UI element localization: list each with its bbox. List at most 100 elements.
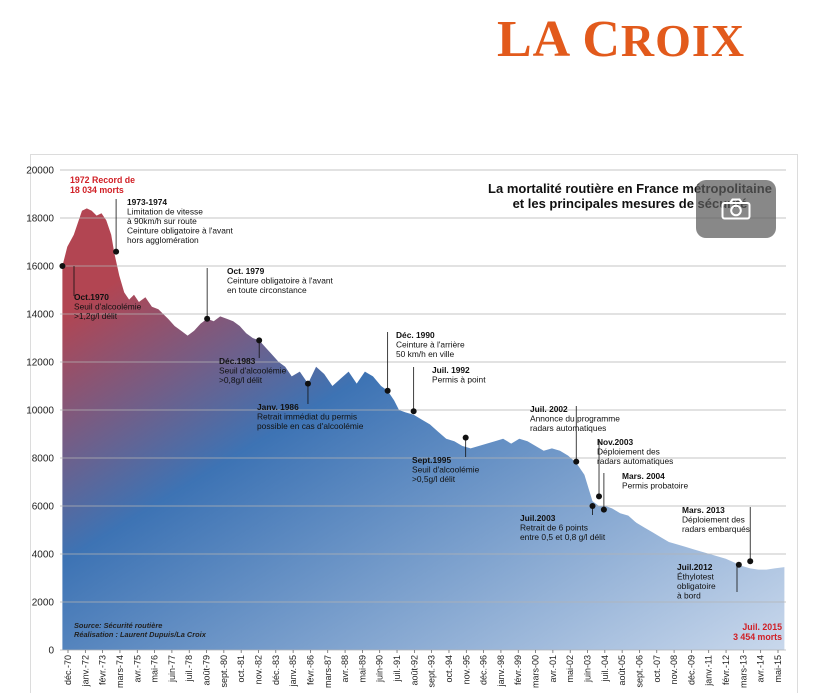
annotation-label: 50 km/h en ville xyxy=(396,349,455,359)
annotation-label: Oct.1970 xyxy=(74,292,109,302)
annotation-marker xyxy=(59,263,66,269)
x-tick-label: nov.-08 xyxy=(669,655,679,684)
annotation-label: Juil.2012 xyxy=(677,562,713,572)
annotation-label: Permis probatoire xyxy=(622,481,688,491)
x-tick-label: mars-87 xyxy=(323,655,333,688)
x-tick-label: oct.-07 xyxy=(652,655,662,683)
annotation-label: Annonce du programme xyxy=(530,414,620,424)
annotation-label: entre 0,5 et 0,8 g/l délit xyxy=(520,532,606,542)
annotation-label: Oct. 1979 xyxy=(227,266,265,276)
x-tick-label: avr.-88 xyxy=(340,655,350,683)
annotation-label: Retrait immédiat du permis xyxy=(257,412,357,422)
x-tick-label: mai-15 xyxy=(773,655,783,683)
y-tick-label: 2000 xyxy=(32,598,55,609)
annotation-label: Déploiement des xyxy=(597,447,660,457)
y-tick-label: 8000 xyxy=(32,454,55,465)
x-tick-label: oct.-94 xyxy=(444,655,454,683)
annotation-label: Janv. 1986 xyxy=(257,402,299,412)
y-tick-label: 20000 xyxy=(26,166,54,177)
source-note: Réalisation : Laurent Dupuis/La Croix xyxy=(74,630,207,639)
camera-button[interactable] xyxy=(696,180,776,238)
x-tick-label: févr.-12 xyxy=(721,655,731,685)
chart-title-line: et les principales mesures de sécurité xyxy=(513,196,748,211)
y-tick-label: 4000 xyxy=(32,550,55,561)
annotation-label: Juil. 2002 xyxy=(530,404,568,414)
annotation-label: Permis à point xyxy=(432,375,486,385)
x-tick-label: juil.-78 xyxy=(184,655,194,683)
annotation-label: >0,8g/l délit xyxy=(219,375,263,385)
annotation-label: radars embarqués xyxy=(682,524,750,534)
mortality-area xyxy=(62,208,785,650)
x-tick-label: févr.-86 xyxy=(305,655,315,685)
x-tick-label: juin-03 xyxy=(583,655,593,683)
annotation-label: >1,2g/l délit xyxy=(74,311,118,321)
x-tick-label: juil.-91 xyxy=(392,655,402,683)
annotation-label: >0,5g/l délit xyxy=(412,474,456,484)
annotation-label: Mars. 2013 xyxy=(682,505,725,515)
x-tick-label: août-79 xyxy=(202,655,212,686)
x-tick-label: juin-77 xyxy=(167,655,177,683)
annotation-label: à bord xyxy=(677,591,701,601)
x-tick-label: déc.-09 xyxy=(686,655,696,685)
y-tick-label: 18000 xyxy=(26,214,54,225)
annotation-label: Retrait de 6 points xyxy=(520,523,588,533)
x-tick-label: déc.-70 xyxy=(63,655,73,685)
x-tick-label: avr.-14 xyxy=(756,655,766,683)
record-label: 1972 Record de xyxy=(70,175,135,185)
x-tick-label: avr.-75 xyxy=(132,655,142,683)
end-label: 3 454 morts xyxy=(733,632,782,642)
x-tick-label: nov.-82 xyxy=(253,655,263,684)
x-tick-label: nov.-95 xyxy=(461,655,471,684)
annotation-label: en toute circonstance xyxy=(227,285,307,295)
x-tick-label: août-92 xyxy=(409,655,419,686)
x-tick-label: mars-74 xyxy=(115,655,125,688)
x-tick-label: juin-90 xyxy=(375,655,385,683)
x-tick-label: oct.-81 xyxy=(236,655,246,683)
annotation-label: Seuil d'alcoolémie xyxy=(219,366,287,376)
y-tick-label: 0 xyxy=(48,646,54,657)
annotation-label: Juil. 1992 xyxy=(432,365,470,375)
y-tick-label: 10000 xyxy=(26,406,54,417)
x-tick-label: juil.-04 xyxy=(600,655,610,683)
annotation-label: Éthylotest xyxy=(677,572,714,582)
chart-frame xyxy=(30,154,798,693)
annotation-label: Juil.2003 xyxy=(520,513,556,523)
annotation-label: Seuil d'alcoolémie xyxy=(74,302,142,312)
annotation-label: Déploiement des xyxy=(682,515,745,525)
annotation-label: Seuil d'alcoolémie xyxy=(412,465,480,475)
annotation-label: Déc. 1990 xyxy=(396,330,435,340)
la-croix-logo: LA CROIX xyxy=(497,11,746,68)
x-tick-label: févr.-73 xyxy=(98,655,108,685)
camera-icon xyxy=(721,198,751,220)
x-tick-label: sept.-93 xyxy=(427,655,437,688)
y-tick-label: 14000 xyxy=(26,310,54,321)
annotation-label: Mars. 2004 xyxy=(622,471,665,481)
x-tick-label: mai-76 xyxy=(150,655,160,683)
x-tick-label: mars-00 xyxy=(531,655,541,688)
y-tick-label: 6000 xyxy=(32,502,55,513)
x-tick-label: sept.-80 xyxy=(219,655,229,688)
x-tick-label: janv.-72 xyxy=(80,655,90,687)
source-note: Source: Sécurité routière xyxy=(74,621,162,630)
x-tick-label: janv.-98 xyxy=(496,655,506,687)
annotation-label: Ceinture à l'arrière xyxy=(396,340,465,350)
y-tick-label: 12000 xyxy=(26,358,54,369)
annotation-label: possible en cas d'alcoolémie xyxy=(257,421,364,431)
x-tick-label: mai-02 xyxy=(565,655,575,683)
annotation-label: Ceinture obligatoire à l'avant xyxy=(227,276,334,286)
annotation-label: radars automatiques xyxy=(597,456,673,466)
annotation-label: à 90km/h sur route xyxy=(127,216,197,226)
annotation-label: radars automatiques xyxy=(530,423,606,433)
annotation-label: obligatoire xyxy=(677,581,716,591)
annotation-label: Sept.1995 xyxy=(412,455,451,465)
x-tick-label: mai-89 xyxy=(357,655,367,683)
x-tick-label: déc.-96 xyxy=(479,655,489,685)
annotation-label: Déc.1983 xyxy=(219,356,256,366)
x-tick-label: mars-13 xyxy=(738,655,748,688)
x-tick-label: sept.-06 xyxy=(634,655,644,688)
x-tick-label: avr.-01 xyxy=(548,655,558,683)
annotation-label: hors agglomération xyxy=(127,235,199,245)
annotation-label: Limitation de vitesse xyxy=(127,207,203,217)
x-tick-label: déc.-83 xyxy=(271,655,281,685)
